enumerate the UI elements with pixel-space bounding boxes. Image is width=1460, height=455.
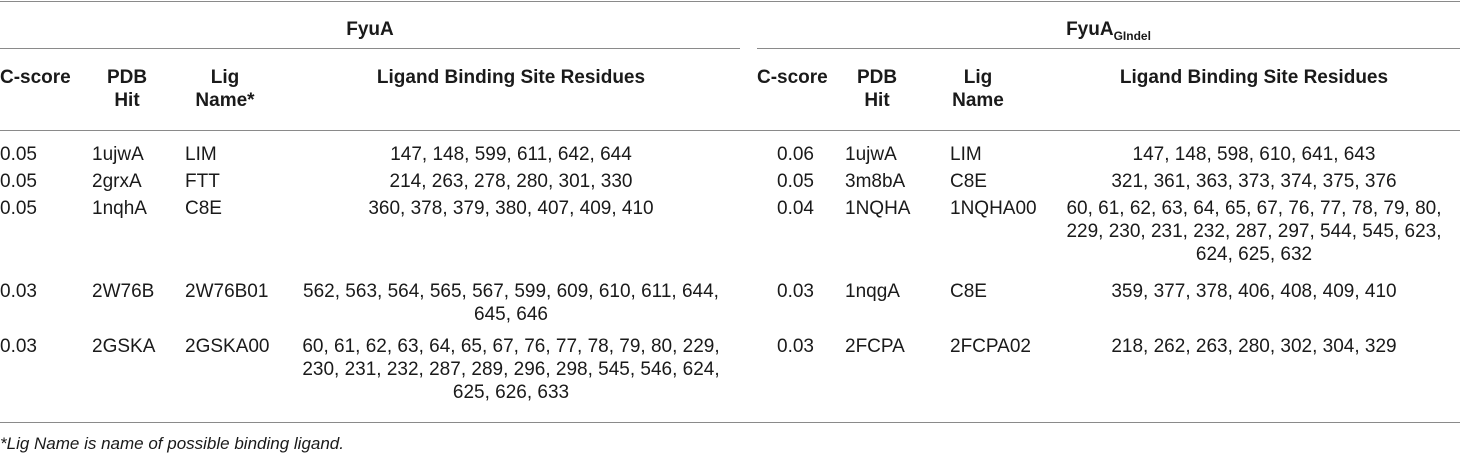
lig-name-cell: C8E <box>185 198 222 219</box>
pdb-hit-cell: 2GSKA <box>92 336 156 357</box>
residues-cell: 147, 148, 598, 610, 641, 643 <box>1132 144 1376 165</box>
cscore-cell: 0.05 <box>777 171 814 192</box>
pdb-hit-cell: 2grxA <box>92 171 142 192</box>
residues-cell: 360, 378, 379, 380, 407, 409, 410 <box>368 198 654 219</box>
cscore-cell: 0.03 <box>777 336 814 357</box>
col-header-residues: Ligand Binding Site Residues <box>376 67 646 88</box>
lig-name-cell: FTT <box>185 171 220 192</box>
residues-cell: 359, 377, 378, 406, 408, 409, 410 <box>1111 281 1397 302</box>
lig-name-cell: 2W76B01 <box>185 281 269 302</box>
lig-name-cell: C8E <box>950 171 987 192</box>
residues-cell: 321, 361, 363, 373, 374, 375, 376 <box>1111 171 1397 192</box>
lig-name-cell: C8E <box>950 281 987 302</box>
residues-cell: 218, 262, 263, 280, 302, 304, 329 <box>1111 336 1397 357</box>
group-rule-right <box>757 48 1460 49</box>
pdb-hit-cell: 1ujwA <box>845 144 897 165</box>
col-header-cscore-right: C-score <box>757 67 828 88</box>
cscore-cell: 0.04 <box>777 198 814 219</box>
pdb-hit-cell: 3m8bA <box>845 171 906 192</box>
cscore-cell: 0.05 <box>0 198 37 219</box>
col-header-residues-right: Ligand Binding Site Residues <box>1119 67 1389 88</box>
group-header-fyua-gindel: FyuAGIndel <box>1066 19 1151 43</box>
group-header-fyua: FyuA <box>346 19 394 40</box>
residues-cell: 60, 61, 62, 63, 64, 65, 67, 76, 77, 78, … <box>302 336 720 403</box>
cscore-cell: 0.05 <box>0 171 37 192</box>
residues-cell: 214, 263, 278, 280, 301, 330 <box>389 171 633 192</box>
cscore-cell: 0.03 <box>777 281 814 302</box>
residues-cell: 147, 148, 599, 611, 642, 644 <box>390 144 632 165</box>
pdb-hit-cell: 1NQHA <box>845 198 911 219</box>
lig-name-cell: 2GSKA00 <box>185 336 270 357</box>
col-header-cscore: C-score <box>0 67 71 88</box>
pdb-hit-cell: 1nqhA <box>92 198 147 219</box>
group-rule-left <box>0 48 740 49</box>
pdb-hit-cell: 2FCPA <box>845 336 905 357</box>
lig-name-cell: 1NQHA00 <box>950 198 1037 219</box>
col-header-lig-name: Lig Name* <box>195 67 255 111</box>
residues-cell: 562, 563, 564, 565, 567, 599, 609, 610, … <box>303 281 719 325</box>
table-footnote: *Lig Name is name of possible binding li… <box>0 434 344 453</box>
pdb-hit-cell: 1nqgA <box>845 281 900 302</box>
col-header-pdb-hit-right: PDB Hit <box>856 67 898 111</box>
col-header-lig-name-right: Lig Name <box>952 67 1004 111</box>
col-header-pdb-hit: PDB Hit <box>106 67 148 111</box>
cscore-cell: 0.03 <box>0 336 37 357</box>
cscore-cell: 0.05 <box>0 144 37 165</box>
residues-cell: 60, 61, 62, 63, 64, 65, 67, 76, 77, 78, … <box>1066 198 1442 265</box>
lig-name-cell: LIM <box>950 144 982 165</box>
header-bottom-rule <box>0 130 1460 131</box>
pdb-hit-cell: 1ujwA <box>92 144 144 165</box>
cscore-cell: 0.06 <box>777 144 814 165</box>
table-top-rule <box>0 1 1460 2</box>
table-bottom-rule <box>0 422 1460 423</box>
lig-name-cell: 2FCPA02 <box>950 336 1031 357</box>
pdb-hit-cell: 2W76B <box>92 281 155 302</box>
cscore-cell: 0.03 <box>0 281 37 302</box>
lig-name-cell: LIM <box>185 144 217 165</box>
